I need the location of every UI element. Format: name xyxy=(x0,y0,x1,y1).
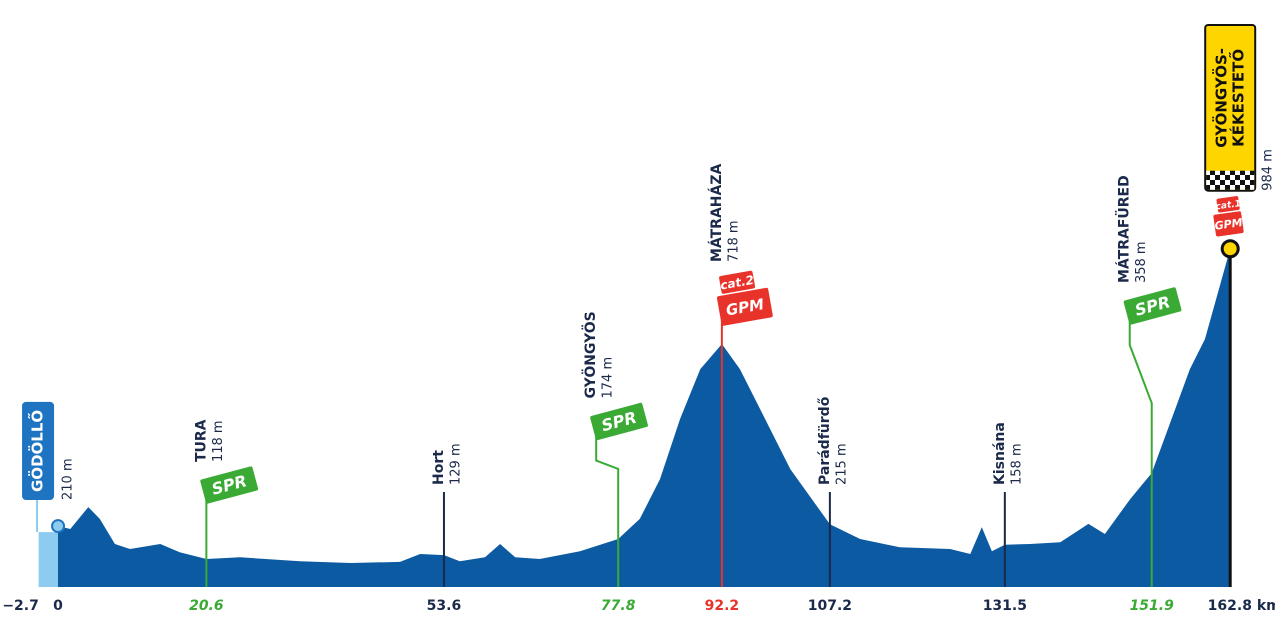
x-tick-label: 131.5 xyxy=(983,598,1027,614)
finish-box xyxy=(1204,24,1257,192)
place-name: GYÖNGYÖS xyxy=(581,311,599,398)
elevation-label: 358 m xyxy=(1134,241,1149,283)
place-name: MÁTRAFÜRED xyxy=(1115,175,1133,283)
gpm-flag: GPM xyxy=(1213,211,1244,237)
x-tick-label: −2.7 xyxy=(2,598,39,614)
sprint-pole xyxy=(595,418,620,587)
x-tick-label: 20.6 xyxy=(189,598,224,614)
badge-text: SPR xyxy=(210,471,249,499)
finish-checker xyxy=(1206,170,1255,190)
elevation-label: 718 m xyxy=(726,220,741,262)
badge-text: SPR xyxy=(1133,292,1172,320)
elevation-label: 210 m xyxy=(61,458,76,500)
x-tick-label: 53.6 xyxy=(427,598,462,614)
badge-text: cat.1 xyxy=(1215,199,1242,212)
x-tick-label: 92.2 xyxy=(705,598,740,614)
sprint-flag: SPR xyxy=(590,402,648,441)
elevation-label: 215 m xyxy=(834,443,849,485)
badge-text: SPR xyxy=(599,408,638,436)
place-name: Kisnána xyxy=(992,422,1008,485)
x-tick-label: 0 xyxy=(53,598,63,614)
place-name: Hort xyxy=(431,450,447,485)
badge-box xyxy=(1123,287,1182,325)
sprint-pole xyxy=(1128,303,1153,587)
place-name: MÁTRAHÁZA xyxy=(708,164,725,263)
start-segment xyxy=(38,532,59,587)
x-tick-label: 162.8 km xyxy=(1208,598,1275,614)
elevation-profile xyxy=(58,248,1231,587)
badge-text: GPM xyxy=(1214,216,1244,233)
elevation-label: 984 m xyxy=(1261,149,1275,191)
badge-box xyxy=(1216,196,1240,213)
elevation-label: 174 m xyxy=(601,357,616,399)
badge-box xyxy=(200,466,259,504)
place-name: TURA xyxy=(193,419,209,462)
sprint-flag: SPR xyxy=(200,466,259,504)
badge-box xyxy=(590,402,648,441)
finish-dot xyxy=(1220,239,1240,259)
sprint-flag: SPR xyxy=(1123,287,1182,325)
finish-name: KÉKESTETŐ xyxy=(1228,49,1248,147)
start-dot xyxy=(51,519,66,534)
cat-flag: cat.2 xyxy=(719,270,756,294)
place-name: Parádfürdő xyxy=(817,396,833,485)
start-box xyxy=(22,401,55,500)
gpm-flag: GPM xyxy=(716,287,773,326)
badge-box xyxy=(716,287,773,326)
elevation-label: 129 m xyxy=(448,443,463,485)
x-tick-label: 151.9 xyxy=(1130,598,1175,614)
finish-name: GYÖNGYÖS- xyxy=(1212,48,1231,148)
badge-box xyxy=(719,270,756,294)
x-tick-label: 77.8 xyxy=(601,598,636,614)
x-tick-label: 107.2 xyxy=(808,598,852,614)
cat-flag: cat.1 xyxy=(1215,196,1242,213)
elevation-label: 118 m xyxy=(211,420,226,462)
badge-text: cat.2 xyxy=(719,273,755,293)
start-name: GÖDÖLLŐ xyxy=(27,410,47,492)
badge-box xyxy=(1213,211,1244,237)
elevation-label: 158 m xyxy=(1009,443,1024,485)
